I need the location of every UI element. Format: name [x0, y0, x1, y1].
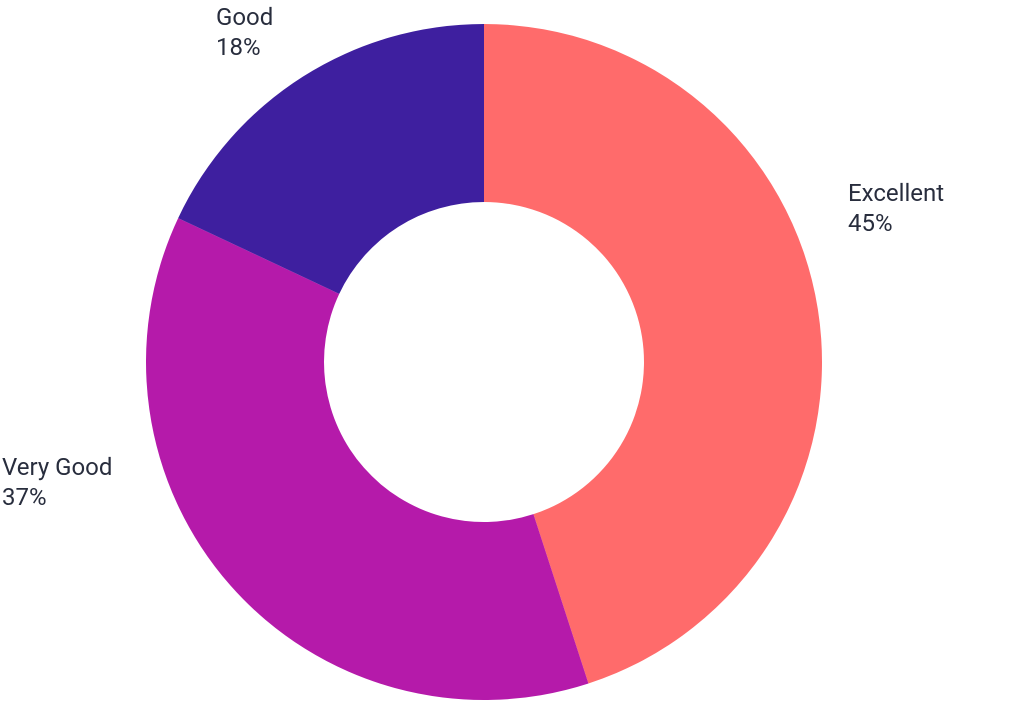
slice-percent: 18%	[216, 32, 273, 62]
slice-label-excellent: Excellent 45%	[848, 178, 944, 238]
slice-name: Good	[216, 2, 273, 32]
donut-slice	[146, 218, 588, 700]
donut-chart-container: Excellent 45% Very Good 37% Good 18%	[0, 0, 1024, 728]
slice-percent: 45%	[848, 208, 944, 238]
donut-chart	[0, 0, 1024, 728]
slice-label-good: Good 18%	[216, 2, 273, 62]
slice-name: Very Good	[2, 452, 112, 482]
slice-label-very-good: Very Good 37%	[2, 452, 112, 512]
slice-name: Excellent	[848, 178, 944, 208]
slice-percent: 37%	[2, 482, 112, 512]
